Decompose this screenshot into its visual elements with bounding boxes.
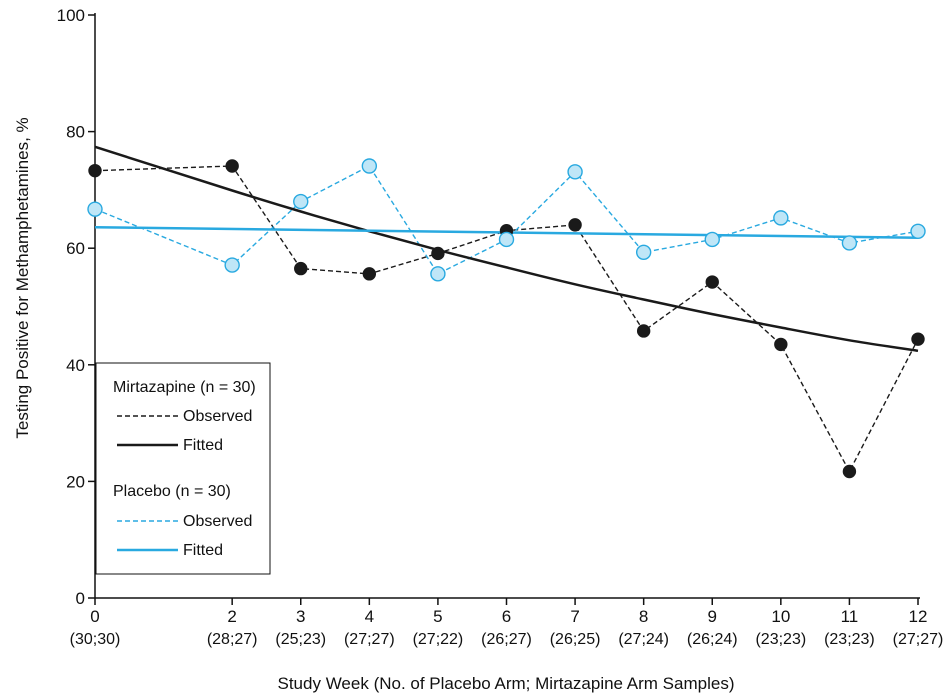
data-point-mirtazapine bbox=[842, 464, 857, 479]
x-tick-label: 9 bbox=[708, 607, 717, 626]
series-line-mirtazapine-observed bbox=[94, 165, 919, 473]
data-point-placebo bbox=[773, 210, 789, 226]
data-point-mirtazapine bbox=[362, 267, 377, 281]
x-ticks: 0 (30;30) 2 (28;27) 3 (25;23) 4 (27;27) 5 (27;22)… bbox=[70, 598, 944, 648]
data-point-placebo bbox=[841, 235, 858, 251]
data-point-mirtazapine bbox=[911, 332, 925, 346]
legend-label-placebo-observed: Observed bbox=[183, 513, 252, 530]
data-point-placebo bbox=[361, 158, 378, 174]
y-tick-label: 20 bbox=[66, 472, 85, 491]
data-point-mirtazapine bbox=[294, 261, 308, 276]
data-point-mirtazapine bbox=[225, 159, 239, 173]
x-tick-label: 4 bbox=[365, 607, 374, 626]
y-axis-title: Testing Positive for Methamphetamines, % bbox=[13, 117, 32, 438]
data-point-placebo bbox=[430, 266, 446, 282]
data-point-placebo bbox=[704, 231, 720, 248]
legend-label-placebo-fitted: Fitted bbox=[183, 542, 223, 559]
series-line-placebo-observed bbox=[94, 165, 919, 275]
y-tick-label: 100 bbox=[57, 6, 85, 25]
x-tick-sublabel: (26;27) bbox=[481, 631, 532, 648]
y-tick-label: 80 bbox=[66, 123, 85, 142]
x-tick-label: 10 bbox=[771, 607, 790, 626]
y-tick-label: 0 bbox=[76, 589, 85, 608]
x-tick-sublabel: (30;30) bbox=[70, 631, 121, 648]
x-tick-label: 6 bbox=[502, 607, 511, 626]
legend-group-title-mirtazapine: Mirtazapine (n = 30) bbox=[113, 379, 256, 396]
x-tick-sublabel: (27;27) bbox=[344, 631, 395, 648]
data-point-placebo bbox=[224, 257, 240, 273]
x-tick-label: 0 bbox=[90, 607, 99, 626]
x-tick-sublabel: (27;22) bbox=[413, 631, 464, 648]
data-point-placebo bbox=[635, 244, 652, 260]
data-point-mirtazapine bbox=[568, 218, 582, 232]
x-axis-title: Study Week (No. of Placebo Arm; Mirtazap… bbox=[278, 674, 735, 693]
y-tick-label: 60 bbox=[66, 239, 85, 258]
x-tick-label: 7 bbox=[570, 607, 579, 626]
x-tick-label: 11 bbox=[841, 607, 859, 626]
x-tick-sublabel: (23;23) bbox=[755, 631, 806, 648]
data-point-mirtazapine bbox=[636, 324, 651, 338]
x-tick-label: 2 bbox=[227, 607, 236, 626]
data-point-mirtazapine bbox=[88, 163, 102, 178]
x-tick-sublabel: (23;23) bbox=[824, 631, 875, 648]
x-tick-label: 3 bbox=[296, 607, 305, 626]
data-point-mirtazapine bbox=[431, 246, 445, 261]
legend-label-mirtazapine-fitted: Fitted bbox=[183, 437, 223, 454]
x-tick-sublabel: (27;27) bbox=[893, 631, 944, 648]
x-tick-sublabel: (28;27) bbox=[207, 631, 258, 648]
legend-group-title-placebo: Placebo (n = 30) bbox=[113, 483, 231, 500]
data-point-mirtazapine bbox=[774, 337, 788, 352]
series-layer bbox=[87, 145, 926, 479]
data-point-mirtazapine bbox=[705, 275, 719, 289]
x-tick-sublabel: (26;25) bbox=[550, 631, 601, 648]
data-point-placebo bbox=[498, 231, 515, 248]
x-tick-sublabel: (26;24) bbox=[687, 631, 738, 648]
data-point-placebo bbox=[293, 193, 309, 210]
data-point-placebo bbox=[567, 164, 583, 180]
y-ticks: 0 20 40 60 80 100 bbox=[57, 6, 95, 608]
x-tick-label: 5 bbox=[433, 607, 442, 626]
x-tick-label: 8 bbox=[639, 607, 648, 626]
data-point-placebo bbox=[910, 223, 926, 239]
legend-box bbox=[95, 362, 271, 575]
y-tick-label: 40 bbox=[66, 356, 85, 375]
data-point-placebo bbox=[87, 201, 103, 217]
x-tick-label: 12 bbox=[909, 607, 928, 626]
legend: Mirtazapine (n = 30) Observed Fitted Pla… bbox=[95, 362, 271, 575]
legend-label-mirtazapine-observed: Observed bbox=[183, 408, 252, 425]
x-tick-sublabel: (27;24) bbox=[618, 631, 669, 648]
series-line-mirtazapine-fitted bbox=[94, 145, 919, 353]
x-tick-sublabel: (25;23) bbox=[275, 631, 326, 648]
